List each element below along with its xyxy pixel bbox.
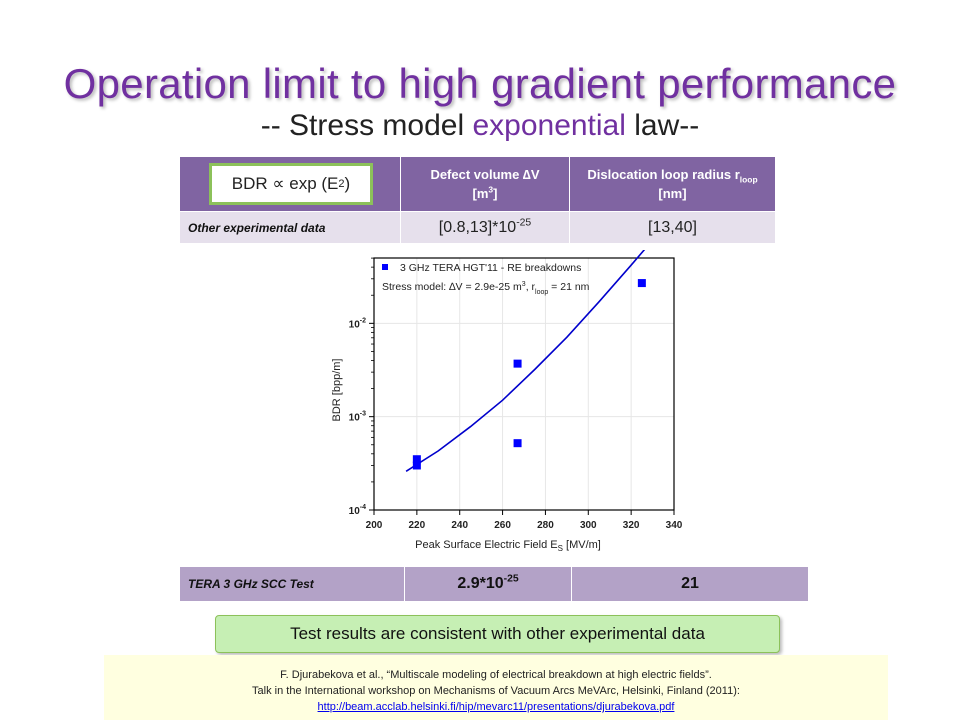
dislocation-radius-sub: loop (739, 174, 758, 185)
subtitle-part1: -- Stress model (260, 109, 473, 142)
dislocation-radius-unit: [nm] (658, 186, 687, 201)
chart-grid (373, 258, 675, 511)
y-tick-label: 10-3 (349, 411, 366, 424)
slide-title: Operation limit to high gradient perform… (63, 60, 897, 107)
bdr-formula-close: ) (344, 174, 351, 193)
bdr-formula-box: BDR ∝ exp (E 2) (209, 163, 373, 205)
defect-volume-unit-sup: 3 (488, 184, 494, 195)
x-tick-label: 200 (366, 520, 383, 531)
data-point (513, 439, 522, 448)
x-tick-label: 240 (451, 520, 468, 531)
x-tick-label: 300 (580, 520, 597, 531)
row-dislocation-radius-value: [13,40] (569, 211, 776, 244)
x-axis-label: Peak Surface Electric Field ES [MV/m] (415, 539, 601, 553)
reference-line1: F. Djurabekova et al., “Multiscale model… (280, 669, 712, 681)
defect-volume-label: Defect volume ∆V (430, 167, 540, 182)
y-axis-label: BDR [bpp/m] (331, 359, 343, 422)
fit-label-a: Stress model: ∆V = 2.9e-25 m (382, 281, 522, 293)
plot-frame (373, 257, 675, 511)
defect-volume-unit-close: ] (493, 186, 498, 201)
x-tick-label: 340 (666, 520, 683, 531)
subtitle-highlight: exponential (472, 109, 626, 142)
bdr-chart: 200 220 240 260 280 300 320 340 10-4 10-3 10-2 3 G… (331, 250, 683, 553)
header-dislocation-radius: Dislocation loop radius rloop [nm] (569, 156, 776, 212)
y-tick-label: 10-2 (349, 317, 366, 330)
legend-series-label: 3 GHz TERA HGT'11 - RE breakdowns (400, 262, 581, 274)
row-defect-volume-value: [0.8,13]*10-25 (400, 211, 570, 244)
fit-label-b: , r (526, 281, 536, 293)
data-point (412, 461, 421, 470)
x-tick-label: 220 (409, 520, 426, 531)
x-tick-label: 320 (623, 520, 640, 531)
x-axis-label-unit: [MV/m] (563, 539, 601, 551)
tera-defect-volume: 2.9*10-25 (404, 566, 572, 602)
x-axis-label-main: Peak Surface Electric Field E (415, 539, 557, 551)
fit-label-sup: 3 (522, 281, 526, 288)
tera-defect-volume-text: 2.9*10 (457, 575, 504, 592)
defect-volume-unit: [m (472, 186, 489, 201)
chart-ticks: 200 220 240 260 280 300 320 340 10-4 10-3 10-2 (349, 257, 683, 531)
tera-dislocation-radius: 21 (571, 566, 809, 602)
y-tick-label: 10-4 (349, 504, 366, 517)
fit-curve-line (405, 250, 646, 472)
defect-volume-value-sup: -25 (516, 217, 532, 229)
fit-label-sub: loop (535, 289, 548, 296)
reference-link[interactable]: http://beam.acclab.helsinki.fi/hip/mevar… (317, 701, 675, 713)
data-point (513, 359, 522, 368)
data-point (637, 279, 646, 288)
row-label-other-experimental: Other experimental data (179, 211, 401, 244)
data-points (412, 279, 646, 470)
reference-line2: Talk in the International workshop on Me… (252, 685, 740, 697)
consistency-callout: Test results are consistent with other e… (215, 615, 780, 653)
legend-marker (382, 264, 388, 270)
x-tick-label: 260 (494, 520, 511, 531)
dislocation-radius-label: Dislocation loop radius r (587, 167, 740, 182)
fit-label-c: = 21 nm (548, 281, 589, 293)
bdr-formula-text: BDR ∝ exp (E (231, 174, 339, 193)
data-point (412, 455, 421, 464)
tera-test-label: TERA 3 GHz SCC Test (179, 566, 405, 602)
tera-test-table: TERA 3 GHz SCC Test 2.9*10-25 21 (179, 566, 809, 602)
header-defect-volume: Defect volume ∆V [m3] (400, 156, 570, 212)
x-axis-label-sub: S (558, 544, 563, 553)
subtitle-part3: law-- (625, 109, 700, 142)
defect-volume-value-text: [0.8,13]*10 (438, 218, 517, 236)
legend-fit-label: Stress model: ∆V = 2.9e-25 m3, rloop = 2… (382, 281, 590, 296)
tera-defect-volume-sup: -25 (503, 573, 519, 585)
reference-box: F. Djurabekova et al., “Multiscale model… (104, 655, 888, 720)
x-tick-label: 280 (537, 520, 554, 531)
slide-subtitle: -- Stress model exponential law-- (0, 106, 960, 146)
chart-legend: 3 GHz TERA HGT'11 - RE breakdowns Stress… (382, 262, 590, 296)
